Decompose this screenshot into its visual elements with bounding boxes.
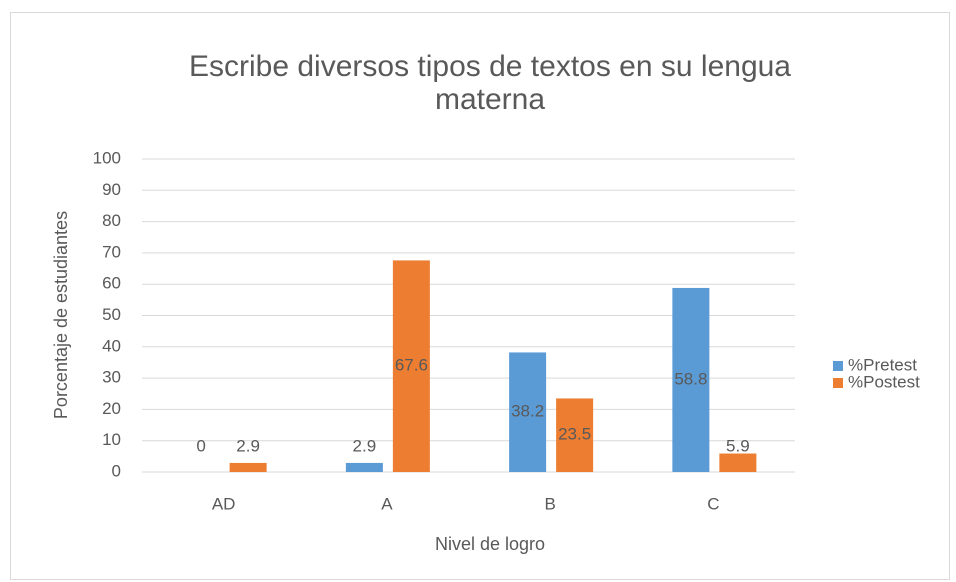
legend-swatch [833,378,843,388]
y-tick-label: 10 [102,430,121,449]
data-label: 0 [196,436,205,455]
bar [719,453,757,472]
data-label: 23.5 [558,425,591,444]
x-tick-label: C [707,494,719,513]
data-label: 2.9 [353,436,377,455]
y-tick-label: 40 [102,336,121,355]
y-tick-label: 100 [93,148,121,167]
data-label: 38.2 [511,402,544,421]
y-tick-label: 0 [112,461,121,480]
bar [556,398,594,472]
bar [229,462,267,472]
legend-label: %Pretest [848,355,917,374]
y-tick-label: 80 [102,211,121,230]
x-axis-label: Nivel de logro [435,534,545,554]
data-label: 58.8 [674,369,707,388]
y-tick-label: 60 [102,274,121,293]
y-tick-label: 30 [102,368,121,387]
y-tick-label: 90 [102,180,121,199]
y-tick-label: 20 [102,399,121,418]
x-tick-label: AD [212,494,236,513]
chart-border [10,12,950,580]
data-label: 67.6 [395,356,428,375]
bar [392,260,430,472]
data-label: 5.9 [726,436,750,455]
legend-swatch [833,361,843,371]
chart-title: Escribe diversos tipos de textos en su l… [188,50,791,116]
bar [509,352,547,472]
bar [345,462,383,472]
data-label: 2.9 [236,436,260,455]
y-axis-label: Porcentaje de estudiantes [51,211,71,419]
x-tick-label: A [381,494,393,513]
x-tick-label: B [544,494,555,513]
y-tick-label: 70 [102,242,121,261]
bar [672,287,710,472]
y-tick-label: 50 [102,305,121,324]
legend-label: %Postest [848,372,920,391]
